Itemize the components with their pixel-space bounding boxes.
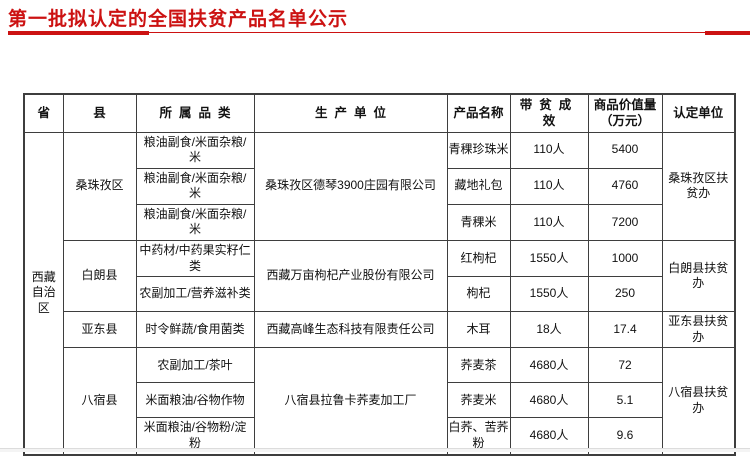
county-cell: 亚东县 (62, 311, 137, 349)
producer-cell: 八宿县拉鲁卡荞麦加工厂 (253, 347, 448, 456)
certifier-cell: 桑珠孜区扶贫办 (661, 131, 736, 242)
value-cell: 5400 (587, 131, 663, 169)
category-cell: 中药材/中药果实籽仁类 (135, 240, 255, 278)
certifier-cell: 亚东县扶贫办 (661, 311, 736, 349)
col-header-producer: 生产单位 (253, 93, 448, 133)
category-cell: 时令鲜蔬/食用菌类 (135, 311, 255, 349)
producer-cell: 西藏高峰生态科技有限责任公司 (253, 311, 448, 349)
value-cell: 1000 (587, 240, 663, 278)
product-cell: 青稞珍珠米 (446, 131, 511, 169)
col-header-province: 省 (23, 93, 64, 133)
effect-cell: 18人 (509, 311, 589, 349)
products-table: 省县所属品类 生产单位 产品名称 带贫成效 商品价值量（万元） 认定单位 西藏自治区 桑珠孜… (23, 93, 736, 456)
product-cell: 荞麦米 (446, 382, 511, 419)
product-cell: 青稞米 (446, 203, 511, 242)
effect-cell: 4680人 (509, 382, 589, 419)
certifier-cell: 白朗县扶贫办 (661, 240, 736, 313)
product-cell: 红枸杞 (446, 240, 511, 278)
value-cell: 17.4 (587, 311, 663, 349)
col-header-category: 所属品类 (135, 93, 255, 133)
title-underline-right-bar (705, 30, 750, 35)
effect-cell: 4680人 (509, 347, 589, 384)
table-row: 西藏自治区 桑珠孜区 粮油副食/米面杂粮/米 桑珠孜区德琴3900庄园有限公司 青稞珍珠… (23, 131, 736, 456)
category-cell: 农副加工/营养滋补类 (135, 276, 255, 313)
title-underline (8, 30, 750, 35)
category-cell: 粮油副食/米面杂粮/米 (135, 203, 255, 242)
table-header: 省县所属品类 生产单位 产品名称 带贫成效 商品价值量（万元） 认定单位 (23, 93, 736, 133)
category-cell: 粮油副食/米面杂粮/米 (135, 167, 255, 205)
table-row: 米面粮油/谷物作物 荞麦米 4680人 5.1 (24, 382, 735, 419)
effect-cell: 110人 (509, 167, 589, 205)
table-header-row: 省县所属品类 生产单位 产品名称 带贫成效 商品价值量（万元） 认定单位 (23, 93, 736, 133)
county-cell: 白朗县 (62, 240, 137, 313)
bottom-edge (0, 448, 750, 452)
col-header-certifier: 认定单位 (661, 93, 736, 133)
title-underline-line (149, 32, 705, 33)
table-row: 亚东县 时令鲜蔬/食用菌类 西藏高峰生态科技有限责任公司 木耳 18人 17.4 亚东县扶贫… (24, 311, 736, 349)
producer-cell: 桑珠孜区德琴3900庄园有限公司 (253, 131, 448, 242)
effect-cell: 1550人 (509, 276, 589, 313)
page-title: 第一批拟认定的全国扶贫产品名单公示 (8, 9, 349, 30)
title-underline-left-bar (8, 30, 149, 35)
county-cell: 八宿县 (62, 347, 137, 456)
effect-cell: 1550人 (509, 240, 589, 278)
table-row: 粮油副食/米面杂粮/米 青稞米 110人 7200 (24, 203, 735, 242)
category-cell: 农副加工/茶叶 (135, 347, 255, 384)
table-row: 白朗县 中药材/中药果实籽仁类 西藏万亩枸杞产业股份有限公司 红枸杞 1550人 1000… (24, 240, 736, 313)
col-header-product-name: 产品名称 (446, 93, 511, 133)
table-body: 西藏自治区 桑珠孜区 粮油副食/米面杂粮/米 桑珠孜区德琴3900庄园有限公司 青稞珍珠… (23, 131, 736, 456)
category-cell: 粮油副食/米面杂粮/米 (135, 131, 255, 169)
value-cell: 250 (587, 276, 663, 313)
table-row: 八宿县 农副加工/茶叶 八宿县拉鲁卡荞麦加工厂 荞麦茶 4680人 72 八宿县扶贫办 (24, 347, 736, 456)
product-cell: 枸杞 (446, 276, 511, 313)
effect-cell: 110人 (509, 203, 589, 242)
table-row: 粮油副食/米面杂粮/米 藏地礼包 110人 4760 (24, 167, 735, 205)
col-header-county: 县 (62, 93, 137, 133)
county-cell: 桑珠孜区 (62, 131, 137, 242)
value-cell: 72 (587, 347, 663, 384)
product-cell: 荞麦茶 (446, 347, 511, 384)
value-cell: 4760 (587, 167, 663, 205)
category-cell: 米面粮油/谷物作物 (135, 382, 255, 419)
value-cell: 7200 (587, 203, 663, 242)
col-header-effect: 带贫成效 (509, 93, 589, 133)
certifier-cell: 八宿县扶贫办 (661, 347, 736, 456)
col-header-value: 商品价值量（万元） (587, 93, 663, 133)
product-cell: 木耳 (446, 311, 511, 349)
value-cell: 5.1 (587, 382, 663, 419)
province-cell: 西藏自治区 (23, 131, 64, 456)
effect-cell: 110人 (509, 131, 589, 169)
producer-cell: 西藏万亩枸杞产业股份有限公司 (253, 240, 448, 313)
product-cell: 藏地礼包 (446, 167, 511, 205)
